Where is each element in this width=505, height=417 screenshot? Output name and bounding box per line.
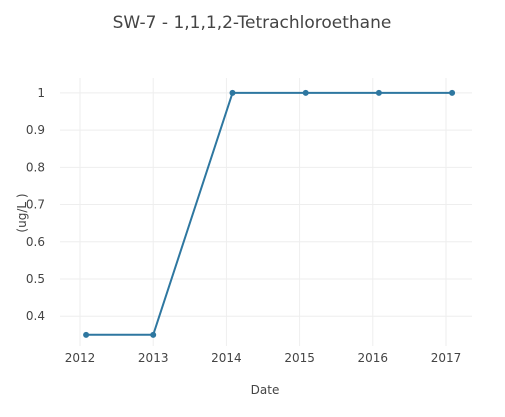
data-point bbox=[302, 89, 309, 96]
x-tick-label: 2016 bbox=[358, 351, 389, 365]
data-point bbox=[83, 331, 90, 338]
x-tick-label: 2017 bbox=[431, 351, 462, 365]
y-tick-label: 1 bbox=[37, 86, 45, 100]
x-axis-title: Date bbox=[251, 383, 280, 397]
y-tick-label: 0.6 bbox=[26, 235, 45, 249]
x-axis-ticks: 2012 2013 2014 2015 2016 2017 bbox=[65, 351, 462, 365]
y-tick-label: 0.5 bbox=[26, 272, 45, 286]
x-tick-label: 2013 bbox=[138, 351, 169, 365]
y-tick-label: 0.8 bbox=[26, 160, 45, 174]
data-point bbox=[150, 331, 157, 338]
grid bbox=[60, 78, 472, 346]
x-tick-label: 2012 bbox=[65, 351, 96, 365]
x-tick-label: 2014 bbox=[211, 351, 242, 365]
y-axis-title: (ug/L ) bbox=[15, 193, 29, 232]
y-axis-ticks: 0.4 0.5 0.6 0.7 0.8 0.9 1 bbox=[26, 86, 45, 323]
data-point bbox=[449, 89, 456, 96]
series-line bbox=[86, 91, 453, 336]
series-group bbox=[83, 89, 456, 338]
y-tick-label: 0.7 bbox=[26, 198, 45, 212]
chart-title: SW-7 - 1,1,1,2-Tetrachloroethane bbox=[113, 13, 392, 33]
data-point bbox=[375, 89, 382, 96]
x-tick-label: 2015 bbox=[284, 351, 315, 365]
data-point bbox=[229, 89, 236, 96]
y-tick-label: 0.4 bbox=[26, 309, 45, 323]
y-tick-label: 0.9 bbox=[26, 123, 45, 137]
